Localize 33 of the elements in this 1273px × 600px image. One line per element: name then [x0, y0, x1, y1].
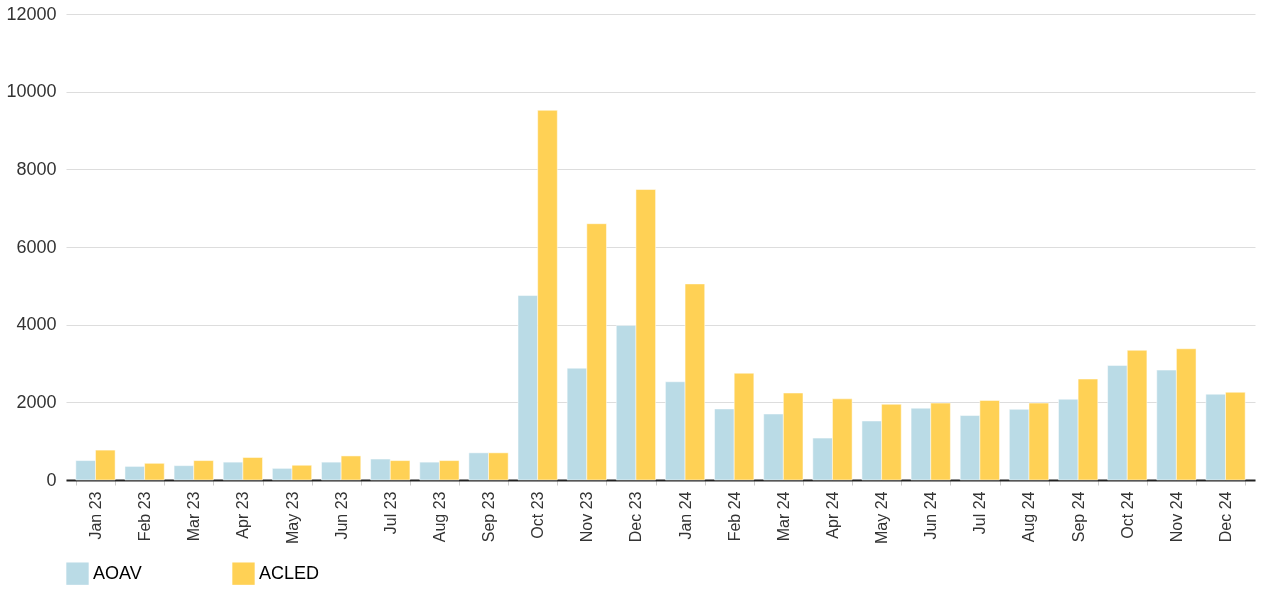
x-tick-label: Mar 24 [774, 491, 792, 542]
x-tick-label: Jul 23 [381, 491, 399, 535]
y-tick-label: 8000 [16, 158, 57, 179]
x-tick-label: Aug 23 [430, 491, 448, 543]
x-tick-label: Jul 24 [971, 491, 989, 535]
x-tick-label: Aug 24 [1020, 491, 1038, 543]
x-tick-label: Apr 24 [823, 491, 841, 539]
y-tick-label: 10000 [6, 81, 57, 102]
x-tick-label: Dec 24 [1217, 491, 1235, 543]
x-tick-label: Jan 23 [86, 491, 104, 540]
x-tick-label: Sep 23 [480, 491, 498, 543]
x-tick-label: Nov 24 [1167, 491, 1185, 543]
y-tick-label: 4000 [16, 314, 57, 335]
x-tick-label: Apr 23 [234, 491, 252, 539]
x-tick-label: Jun 24 [922, 491, 940, 540]
legend-label: ACLED [259, 562, 320, 583]
x-tick-label: Oct 23 [529, 491, 547, 539]
x-tick-label: May 24 [873, 491, 891, 544]
x-tick-label: Feb 24 [725, 491, 743, 542]
x-tick-label: Feb 23 [136, 491, 154, 542]
y-tick-label: 12000 [6, 3, 57, 24]
x-tick-label: May 23 [283, 491, 301, 544]
legend-label: AOAV [93, 562, 142, 583]
x-tick-label: Oct 24 [1118, 491, 1136, 539]
y-tick-label: 0 [46, 469, 57, 490]
y-tick-label: 2000 [16, 391, 57, 412]
x-tick-label: Sep 24 [1069, 491, 1087, 543]
x-tick-label: Jun 23 [332, 491, 350, 540]
y-tick-label: 6000 [16, 236, 57, 257]
x-tick-label: Dec 23 [627, 491, 645, 543]
x-tick-label: Jan 24 [676, 491, 694, 540]
x-tick-label: Mar 23 [185, 491, 203, 542]
x-tick-label: Nov 23 [578, 491, 596, 543]
